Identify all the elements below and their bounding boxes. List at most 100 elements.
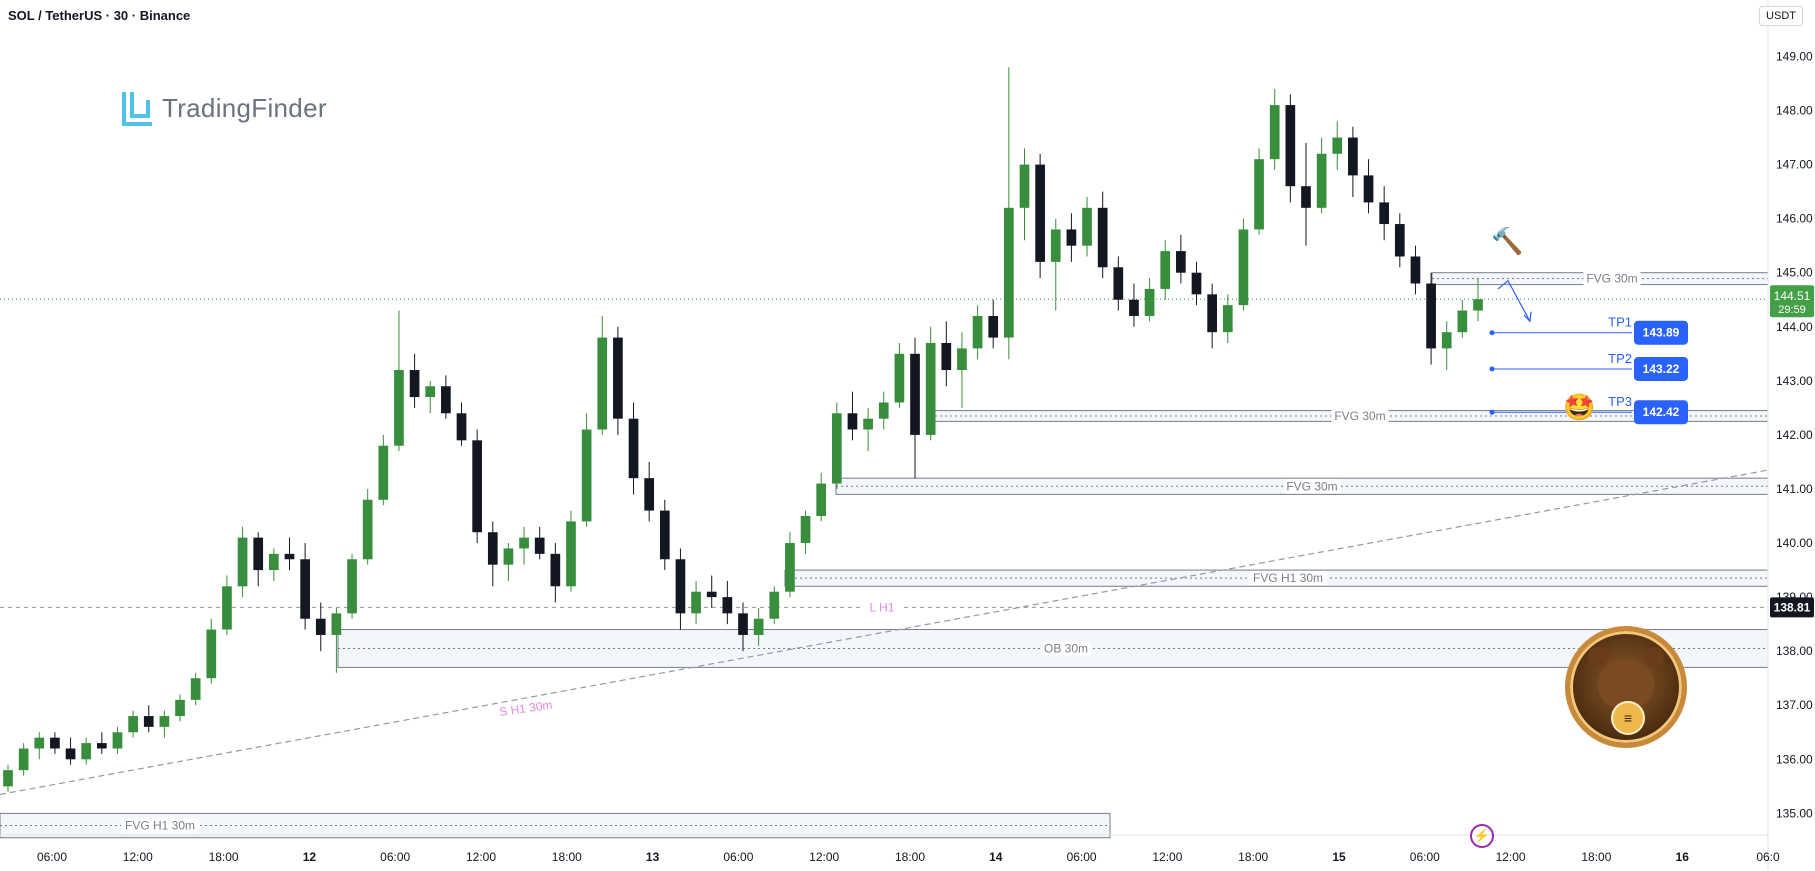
candle-body — [863, 418, 873, 430]
marked-level-badge — [1770, 597, 1814, 618]
candle-body — [394, 370, 404, 446]
price-axis[interactable]: 149.00 148.00 147.00 146.00 145.00 144.00 143.… — [1767, 0, 1815, 871]
candle-body — [738, 613, 748, 635]
candle-body — [550, 553, 561, 587]
price-tick-label: 135.00 — [1776, 806, 1813, 820]
target-label: TP2 — [1608, 351, 1632, 366]
zone-label-bg — [1583, 271, 1641, 286]
target-value: 143.89 — [1643, 326, 1680, 340]
target-label: TP3 — [1608, 394, 1632, 409]
candle-body — [331, 613, 342, 635]
time-tick-label: 12:00 — [466, 850, 496, 864]
target-badge — [1634, 400, 1688, 425]
candle-body — [1129, 299, 1139, 316]
candle-body — [18, 748, 29, 771]
target-badge — [1634, 356, 1688, 381]
price-tick-label: 141.00 — [1776, 482, 1813, 496]
candle-body — [284, 553, 295, 560]
candle-body — [785, 543, 795, 592]
time-tick-label: 18:00 — [1238, 850, 1268, 864]
candle-body — [1097, 207, 1108, 268]
bear-ear-icon — [1588, 647, 1608, 667]
price-tick-label: 136.00 — [1776, 752, 1813, 766]
candle-body — [1207, 294, 1217, 333]
candle-body — [1473, 299, 1483, 311]
candle-body — [1144, 288, 1155, 316]
candle-body — [800, 516, 811, 544]
currency-button[interactable]: USDT — [1759, 6, 1803, 26]
candle-body — [816, 483, 827, 517]
candle-body — [941, 342, 952, 371]
candle-body — [613, 337, 623, 419]
last-price-countdown: 29:59 — [1778, 304, 1806, 316]
candle-body — [1410, 256, 1421, 284]
time-axis[interactable]: 06:00 12:00 18:00 12 06:00 12:00 18:00 13 06:00 1… — [0, 834, 1780, 864]
star-eyes-emoji-icon: 🤩 — [1563, 392, 1596, 422]
candle-body — [691, 591, 701, 614]
target-value: 143.22 — [1643, 362, 1680, 376]
candle-body — [1457, 310, 1468, 333]
price-tick-label: 140.00 — [1776, 536, 1813, 550]
candle-body — [644, 478, 655, 511]
zones-layer: FVG 30m FVG 30m FVG 30m FVG H1 30m OB 30m FVG… — [0, 271, 1769, 839]
candle-body — [65, 748, 76, 760]
candle-body — [347, 559, 357, 614]
candle-body — [1019, 164, 1030, 208]
candle-body — [988, 315, 999, 338]
projection-arrowhead — [1523, 311, 1532, 323]
zone-label: FVG 30m — [1286, 479, 1337, 493]
price-tick-label: 137.00 — [1776, 698, 1813, 712]
last-price-value: 144.51 — [1774, 289, 1811, 303]
zone-label-bg — [1249, 571, 1327, 586]
liquidity-label-bg — [862, 600, 902, 615]
candle-body — [456, 413, 467, 441]
price-tick-label: 146.00 — [1776, 212, 1813, 226]
time-tick-label: 06:0 — [1756, 850, 1780, 864]
candle-body — [894, 353, 905, 403]
candle-body — [159, 716, 170, 727]
candle-body — [972, 315, 983, 349]
candle-body — [300, 559, 310, 619]
candle-body — [1301, 186, 1311, 208]
candle-body — [1035, 164, 1045, 262]
price-tick-label: 148.00 — [1776, 104, 1813, 118]
time-tick-label: 06:00 — [37, 850, 67, 864]
candle-body — [3, 770, 13, 787]
time-tick-label: 06:00 — [1067, 850, 1097, 864]
candle-body — [1332, 137, 1343, 154]
candle-body — [1441, 332, 1452, 349]
zone-label-bg — [1041, 641, 1091, 656]
candle-body — [34, 737, 45, 749]
candle-body — [1285, 105, 1296, 187]
candle-body — [1222, 305, 1233, 333]
lightning-icon[interactable]: ⚡ — [1470, 824, 1494, 848]
candle-body — [1066, 229, 1077, 246]
zone-label: FVG 30m — [1586, 272, 1637, 286]
candle-body — [1394, 224, 1405, 257]
time-tick-label: 18:00 — [552, 850, 582, 864]
candle-body — [597, 337, 608, 430]
price-axis-bg — [1768, 0, 1815, 871]
candle-body — [222, 586, 232, 630]
zone-label: FVG 30m — [1334, 409, 1385, 423]
zone-label: OB 30m — [1044, 641, 1088, 655]
time-tick-label: 06:00 — [723, 850, 753, 864]
time-tick-label: 12:00 — [1496, 850, 1526, 864]
price-tick-label: 143.00 — [1776, 374, 1813, 388]
candle-body — [1348, 137, 1358, 176]
time-tick-label: 12:00 — [123, 850, 153, 864]
price-tick-label: 149.00 — [1776, 49, 1813, 63]
candle-body — [566, 521, 576, 587]
candle-body — [1004, 207, 1014, 338]
time-tick-label: 14 — [989, 850, 1003, 864]
candles-layer — [3, 67, 1483, 792]
candle-body — [925, 342, 936, 435]
zone-label-bg — [1331, 408, 1389, 423]
zone-label-bg — [121, 818, 199, 833]
candle-body — [128, 716, 138, 733]
candle-body — [706, 591, 717, 598]
symbol-title[interactable]: SOL / TetherUS · 30 · Binance — [8, 8, 191, 23]
candle-body — [409, 370, 420, 398]
candle-body — [1082, 207, 1092, 246]
